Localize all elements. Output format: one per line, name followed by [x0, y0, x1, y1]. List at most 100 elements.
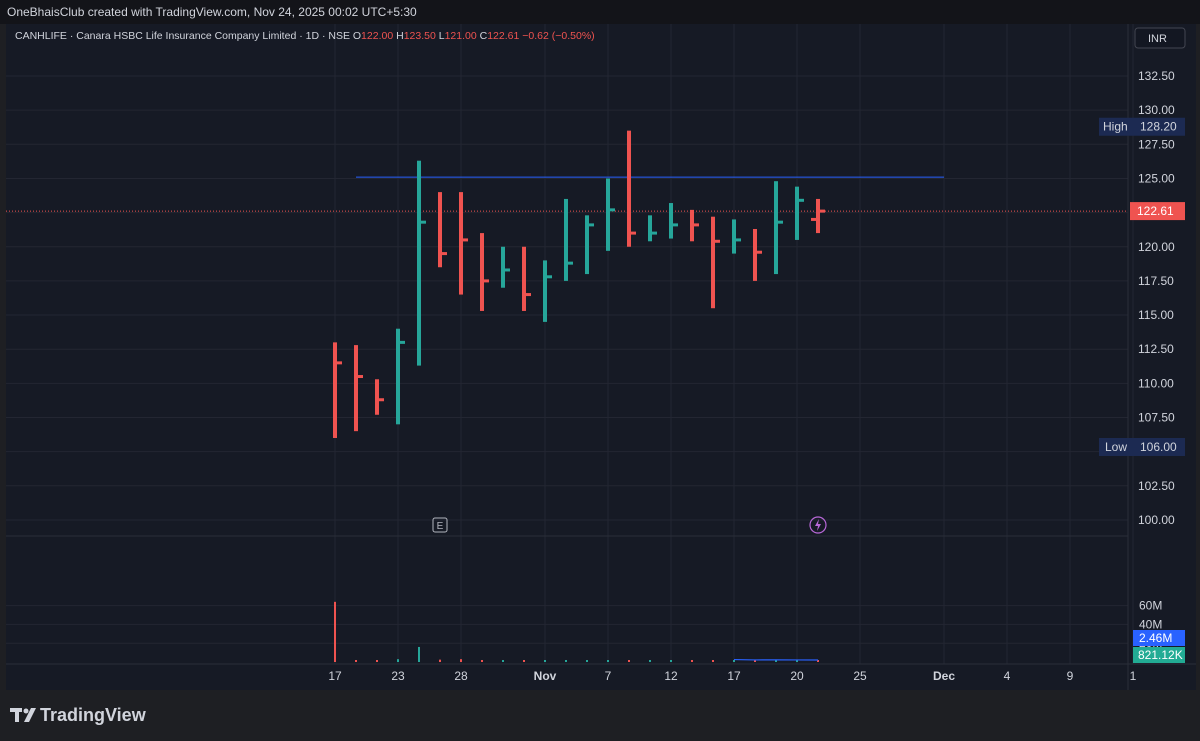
volume-bar — [439, 659, 441, 662]
legend-l-value: 121.00 — [445, 30, 480, 42]
low-value-bg — [1135, 437, 1185, 456]
ohlc-bar-close — [421, 220, 426, 224]
ohlc-bar-range — [585, 215, 589, 275]
ohlc-bar-close — [568, 261, 573, 265]
legend-line: CANHLIFE · Canara HSBC Life Insurance Co… — [15, 30, 595, 42]
time-tick-label: 25 — [853, 669, 867, 683]
ohlc-bar-range — [648, 215, 652, 242]
volume-last-badge-bg — [1133, 647, 1185, 663]
ohlc-bar-range — [417, 160, 421, 366]
lightning-icon — [809, 516, 827, 534]
high-label: High — [1103, 120, 1128, 134]
time-tick-label: 12 — [664, 669, 678, 683]
header-credit: OneBhaisClub created with TradingView.co… — [7, 5, 417, 19]
ohlc-bar-close — [757, 250, 762, 254]
volume-bar — [817, 660, 819, 662]
price-tick-label: 102.50 — [1138, 479, 1175, 493]
price-tick-label: 110.00 — [1138, 376, 1174, 390]
legend-h-label: H — [396, 30, 404, 42]
ohlc-bar-range — [396, 328, 400, 425]
time-tick-label: Nov — [534, 669, 557, 683]
ohlc-bar-close — [379, 398, 384, 402]
volume-bar — [355, 660, 357, 662]
time-tick-label: 1 — [1130, 669, 1137, 683]
earnings-marker-label: E — [437, 521, 444, 532]
low-value: 106.00 — [1140, 440, 1177, 454]
time-tick-label: 9 — [1067, 669, 1074, 683]
legend-c-label: C — [480, 30, 488, 42]
price-tick-label: 115.00 — [1138, 308, 1174, 322]
volume-bar — [712, 660, 714, 662]
price-tick-label: 117.50 — [1138, 274, 1174, 288]
volume-bar — [565, 660, 567, 662]
chart-area[interactable]: 132.50130.00127.50125.00122.50120.00117.… — [6, 24, 1196, 690]
legend-h-value: 123.50 — [404, 30, 439, 42]
volume-bar — [376, 660, 378, 662]
last-price-badge: 122.61 — [1137, 204, 1174, 218]
price-tick-label: 125.00 — [1138, 171, 1175, 185]
ohlc-bar-close — [547, 275, 552, 279]
ohlc-bar-range — [354, 345, 358, 432]
lightning-icon-bolt — [815, 519, 821, 531]
ohlc-bar-range — [732, 219, 736, 254]
volume-bar — [586, 660, 588, 662]
ohlc-bar-close — [337, 361, 342, 365]
volume-last-badge: 821.12K — [1138, 648, 1183, 662]
price-tick-label: 100.00 — [1138, 513, 1175, 527]
ohlc-bar-close — [820, 209, 825, 213]
time-tick-label: 20 — [790, 669, 804, 683]
ohlc-bar-range — [375, 379, 379, 415]
low-label-bg — [1099, 437, 1135, 456]
ohlc-bar-range — [690, 209, 694, 242]
tradingview-logo-icon — [10, 708, 36, 722]
time-tick-label: 7 — [605, 669, 612, 683]
ohlc-bar-close — [442, 252, 447, 256]
footer-bar — [0, 691, 1200, 741]
volume-bar — [544, 660, 546, 662]
ohlc-bar-range — [816, 198, 820, 234]
volume-bar — [670, 660, 672, 662]
tradingview-logo-text: TradingView — [40, 705, 146, 725]
ohlc-bar-range — [501, 246, 505, 288]
high-value: 128.20 — [1140, 120, 1177, 134]
ohlc-bar-range — [438, 192, 442, 268]
volume-ma-badge: 2.46M — [1139, 631, 1172, 645]
time-tick-label: 17 — [328, 669, 342, 683]
ohlc-bar-range — [564, 198, 568, 281]
volume-bar — [796, 660, 798, 662]
legend-o-value: 122.00 — [361, 30, 396, 42]
ohlc-bar-range — [543, 260, 547, 322]
last-price-badge-bg — [1130, 202, 1185, 221]
time-tick-label: 23 — [391, 669, 405, 683]
ohlc-bar-close — [484, 279, 489, 283]
time-tick-label: Dec — [933, 669, 955, 683]
legend-l-label: L — [439, 30, 445, 42]
volume-bar — [628, 660, 630, 662]
volume-bar — [775, 660, 777, 662]
high-label-bg — [1099, 117, 1135, 136]
ohlc-bar-close — [505, 268, 510, 272]
ohlc-bar-open — [811, 217, 816, 221]
ohlc-bar-range — [669, 203, 673, 239]
legend-o-label: O — [353, 30, 361, 42]
ohlc-bar-close — [631, 231, 636, 235]
price-tick-label: 120.00 — [1138, 240, 1175, 254]
ohlc-bar-close — [736, 238, 741, 242]
ohlc-bar-close — [610, 208, 615, 212]
currency-button[interactable]: INR — [1148, 33, 1167, 45]
volume-ma-badge-bg — [1133, 630, 1185, 646]
volume-bar — [334, 601, 336, 662]
ohlc-bar-range — [795, 186, 799, 240]
ohlc-bar-close — [526, 293, 531, 297]
ohlc-bar-range — [333, 342, 337, 438]
ohlc-bar-close — [400, 340, 405, 344]
time-tick-label: 4 — [1004, 669, 1011, 683]
volume-bar — [460, 659, 462, 662]
ohlc-bar-close — [694, 223, 699, 227]
price-tick-label: 107.50 — [1138, 411, 1175, 425]
ohlc-bar-close — [358, 375, 363, 379]
price-chart[interactable]: 132.50130.00127.50125.00122.50120.00117.… — [6, 24, 1196, 690]
time-tick-label: 28 — [454, 669, 468, 683]
high-value-bg — [1135, 117, 1185, 136]
earnings-marker — [432, 517, 448, 533]
